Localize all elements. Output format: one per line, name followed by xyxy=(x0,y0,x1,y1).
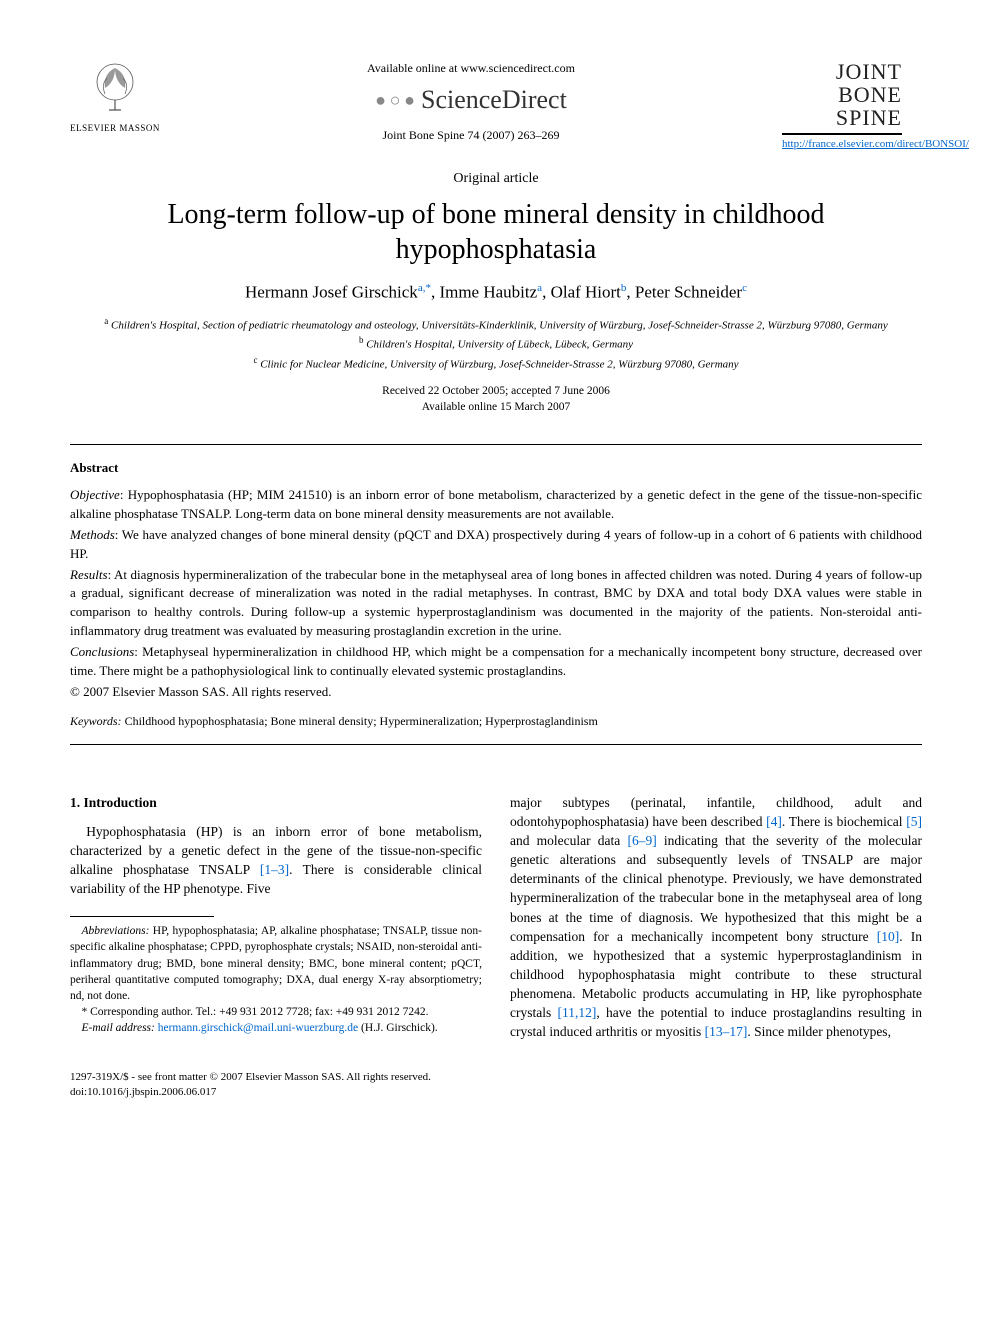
results-text: : At diagnosis hypermineralization of th… xyxy=(70,567,922,639)
col2-c: and molecular data xyxy=(510,833,627,848)
abstract-body: Objective: Hypophosphatasia (HP; MIM 241… xyxy=(70,486,922,701)
author-3: , Olaf Hiort xyxy=(542,283,621,302)
publisher-name: ELSEVIER MASSON xyxy=(70,122,160,134)
conclusions-label: Conclusions xyxy=(70,644,134,659)
affiliations: a Children's Hospital, Section of pediat… xyxy=(70,315,922,374)
affiliation-c-text: Clinic for Nuclear Medicine, University … xyxy=(260,358,738,370)
keywords: Keywords: Childhood hypophosphatasia; Bo… xyxy=(70,713,922,729)
corresponding-footnote: * Corresponding author. Tel.: +49 931 20… xyxy=(70,1004,482,1020)
intro-paragraph-1: Hypophosphatasia (HP) is an inborn error… xyxy=(70,822,482,899)
conclusions-text: : Metaphyseal hypermineralization in chi… xyxy=(70,644,922,678)
journal-citation: Joint Bone Spine 74 (2007) 263–269 xyxy=(160,127,782,143)
abstract-methods: Methods: We have analyzed changes of bon… xyxy=(70,526,922,564)
footnotes: Abbreviations: HP, hypophosphatasia; AP,… xyxy=(70,923,482,1036)
intro-paragraph-cont: major subtypes (perinatal, infantile, ch… xyxy=(510,793,922,1042)
col2-d: indicating that the severity of the mole… xyxy=(510,833,922,944)
platform-name: ScienceDirect xyxy=(421,82,567,117)
received-accepted: Received 22 October 2005; accepted 7 Jun… xyxy=(70,383,922,399)
objective-label: Objective xyxy=(70,487,120,502)
section-1-heading: 1. Introduction xyxy=(70,793,482,812)
footnote-divider xyxy=(70,916,214,917)
ref-11-12[interactable]: [11,12] xyxy=(558,1005,597,1020)
sciencedirect-dots-icon: ● ○ ● xyxy=(375,88,415,112)
affiliation-c: c Clinic for Nuclear Medicine, Universit… xyxy=(70,354,922,374)
abstract-results: Results: At diagnosis hypermineralizatio… xyxy=(70,566,922,641)
methods-label: Methods xyxy=(70,527,115,542)
ref-13-17[interactable]: [13–17] xyxy=(705,1024,748,1039)
ref-10[interactable]: [10] xyxy=(877,929,900,944)
journal-logo-block: JOINT BONE SPINE http://france.elsevier.… xyxy=(782,60,922,152)
author-4: , Peter Schneider xyxy=(626,283,742,302)
abstract-objective: Objective: Hypophosphatasia (HP; MIM 241… xyxy=(70,486,922,524)
header-center: Available online at www.sciencedirect.co… xyxy=(160,60,782,143)
author-2: , Imme Haubitz xyxy=(431,283,537,302)
abstract-heading: Abstract xyxy=(70,459,922,477)
footer-doi: doi:10.1016/j.jbspin.2006.06.017 xyxy=(70,1085,922,1100)
article-dates: Received 22 October 2005; accepted 7 Jun… xyxy=(70,383,922,415)
divider xyxy=(70,744,922,745)
affiliation-b: b Children's Hospital, University of Lüb… xyxy=(70,334,922,354)
article-title: Long-term follow-up of bone mineral dens… xyxy=(70,197,922,267)
ref-5[interactable]: [5] xyxy=(906,814,922,829)
journal-logo: JOINT BONE SPINE xyxy=(782,60,902,135)
keywords-label: Keywords: xyxy=(70,714,122,728)
corresponding-email-link[interactable]: hermann.girschick@mail.uni-wuerzburg.de xyxy=(158,1022,358,1034)
body-columns: 1. Introduction Hypophosphatasia (HP) is… xyxy=(70,793,922,1042)
journal-logo-line3: SPINE xyxy=(782,106,902,129)
author-4-affil: c xyxy=(742,282,747,294)
author-1: Hermann Josef Girschick xyxy=(245,283,418,302)
sciencedirect-logo: ● ○ ● ScienceDirect xyxy=(160,82,782,117)
column-left: 1. Introduction Hypophosphatasia (HP) is… xyxy=(70,793,482,1042)
email-who: (H.J. Girschick). xyxy=(358,1022,438,1034)
available-online-text: Available online at www.sciencedirect.co… xyxy=(160,60,782,76)
abbrev-label: Abbreviations: xyxy=(82,925,150,937)
journal-url-link[interactable]: http://france.elsevier.com/direct/BONSOI… xyxy=(782,138,969,150)
ref-1-3[interactable]: [1–3] xyxy=(260,862,289,877)
abbreviations-footnote: Abbreviations: HP, hypophosphatasia; AP,… xyxy=(70,923,482,1003)
ref-4[interactable]: [4] xyxy=(766,814,782,829)
journal-logo-line2: BONE xyxy=(782,83,902,106)
affiliation-a: a Children's Hospital, Section of pediat… xyxy=(70,315,922,335)
footer-copyright: 1297-319X/$ - see front matter © 2007 El… xyxy=(70,1070,922,1085)
available-online: Available online 15 March 2007 xyxy=(70,399,922,415)
affiliation-a-text: Children's Hospital, Section of pediatri… xyxy=(111,319,888,331)
methods-text: : We have analyzed changes of bone miner… xyxy=(70,527,922,561)
abstract-copyright: © 2007 Elsevier Masson SAS. All rights r… xyxy=(70,683,922,702)
col2-g: . Since milder phenotypes, xyxy=(747,1024,891,1039)
article-type: Original article xyxy=(70,170,922,189)
journal-logo-line1: JOINT xyxy=(782,60,902,83)
divider xyxy=(70,444,922,445)
keywords-text: Childhood hypophosphatasia; Bone mineral… xyxy=(122,714,598,728)
author-list: Hermann Josef Girschicka,*, Imme Haubitz… xyxy=(70,281,922,305)
column-right: major subtypes (perinatal, infantile, ch… xyxy=(510,793,922,1042)
objective-text: : Hypophosphatasia (HP; MIM 241510) is a… xyxy=(70,487,922,521)
ref-6-9[interactable]: [6–9] xyxy=(627,833,656,848)
page-footer: 1297-319X/$ - see front matter © 2007 El… xyxy=(70,1070,922,1101)
journal-url: http://france.elsevier.com/direct/BONSOI… xyxy=(782,137,922,152)
publisher-logo: ELSEVIER MASSON xyxy=(70,60,160,134)
col2-b: . There is biochemical xyxy=(782,814,906,829)
email-label: E-mail address: xyxy=(82,1022,155,1034)
abstract-conclusions: Conclusions: Metaphyseal hypermineraliza… xyxy=(70,643,922,681)
elsevier-tree-icon xyxy=(70,60,160,122)
page-header: ELSEVIER MASSON Available online at www.… xyxy=(70,60,922,152)
affiliation-b-text: Children's Hospital, University of Lübec… xyxy=(366,339,633,351)
results-label: Results xyxy=(70,567,108,582)
email-footnote: E-mail address: hermann.girschick@mail.u… xyxy=(70,1020,482,1036)
